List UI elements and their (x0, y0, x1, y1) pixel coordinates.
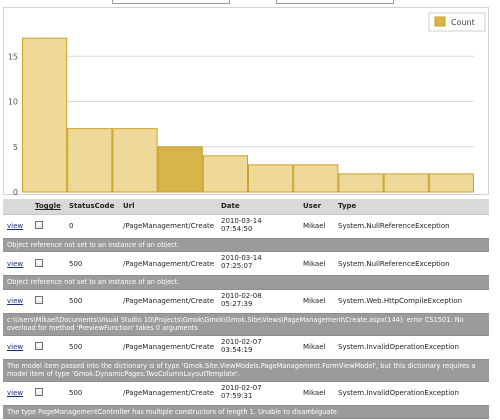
date-cell: 2010-02-08 05:27:39 (217, 289, 299, 314)
header-type[interactable]: Type (334, 199, 489, 215)
table-body: view 0/PageManagement/Create 2010-03-14 07:… (3, 214, 489, 420)
date-cell: 2010-02-07 07:59:31 (217, 381, 299, 406)
y-tick-label: 5 (13, 143, 18, 152)
table-row: view 500/PageManagement/Create 2010-02-07 0… (3, 381, 489, 406)
date-value: 2010-02-08 (221, 291, 262, 300)
user-cell: Mikael (299, 251, 334, 276)
bar (428, 173, 474, 193)
error-message-row: Object reference not set to an instance … (3, 237, 489, 253)
bar (248, 164, 294, 193)
status-code: 500 (65, 381, 119, 406)
date-value: 2010-02-07 (221, 337, 262, 346)
bar (157, 146, 203, 193)
type-cell: System.Web.HttpCompileException (334, 289, 489, 314)
date-value: 2010-03-14 (221, 216, 262, 225)
header-view (3, 199, 31, 215)
time-value: 03:54:19 (221, 345, 253, 354)
date-cell: 2010-02-07 03:54:19 (217, 335, 299, 360)
bar (338, 173, 384, 193)
table-row: view 500/PageManagement/Create 2010-03-14 0… (3, 251, 489, 276)
view-link[interactable]: view (7, 259, 24, 268)
error-log-table: Toggle StatusCode Url Date User Type vie… (3, 199, 489, 420)
y-tick-label: 10 (8, 98, 18, 107)
status-code: 500 (65, 289, 119, 314)
date-value: 2010-03-14 (221, 254, 262, 263)
table-row: view 0/PageManagement/Create 2010-03-14 07:… (3, 214, 489, 238)
error-count-chart: 0 5 10 15 Count (3, 7, 489, 196)
filter-input-1[interactable] (112, 0, 230, 4)
view-link[interactable]: view (7, 343, 24, 352)
status-code: 0 (65, 214, 119, 238)
time-value: 05:27:39 (221, 299, 253, 308)
bar (22, 37, 68, 193)
bar (293, 164, 339, 193)
header-date[interactable]: Date (217, 199, 299, 215)
type-cell: System.NullReferenceException (334, 214, 489, 238)
url-cell: /PageManagement/Create (119, 289, 217, 314)
url-cell: /PageManagement/Create (119, 381, 217, 406)
header-url[interactable]: Url (119, 199, 217, 215)
header-user[interactable]: User (299, 199, 334, 215)
legend-swatch (434, 16, 446, 27)
view-link[interactable]: view (7, 389, 24, 398)
bar (202, 155, 249, 193)
error-message: The model item passed into the dictionar… (3, 358, 489, 382)
error-log-grid: Toggle StatusCode Url Date User Type vie… (3, 199, 489, 420)
url-cell: /PageManagement/Create (119, 335, 217, 360)
url-cell: /PageManagement/Create (119, 214, 217, 238)
time-value: 07:59:31 (221, 391, 253, 400)
toggle-checkbox[interactable] (35, 221, 43, 229)
view-link[interactable]: view (7, 222, 24, 230)
error-message: The type PageManagementController has mu… (3, 404, 489, 420)
status-code: 500 (65, 335, 119, 360)
error-message-row: The model item passed into the dictionar… (3, 358, 489, 382)
chart-svg: 0 5 10 15 Count (8, 12, 486, 196)
y-tick-label: 15 (8, 52, 18, 61)
date-cell: 2010-03-14 07:54:50 (217, 214, 299, 238)
toggle-checkbox[interactable] (35, 388, 43, 397)
user-cell: Mikael (299, 289, 334, 314)
url-cell: /PageManagement/Create (119, 251, 217, 276)
filter-input-2[interactable] (276, 0, 394, 4)
table-row: view 500/PageManagement/Create 2010-02-07 0… (3, 335, 489, 360)
toggle-checkbox[interactable] (35, 258, 43, 267)
header-statuscode[interactable]: StatusCode (65, 199, 119, 215)
header-toggle[interactable]: Toggle (31, 199, 65, 215)
date-value: 2010-02-07 (221, 383, 262, 392)
user-cell: Mikael (299, 335, 334, 360)
time-value: 07:54:50 (221, 224, 253, 233)
type-cell: System.InvalidOperationException (334, 381, 489, 406)
toggle-checkbox[interactable] (35, 296, 43, 305)
error-message-row: The type PageManagementController has mu… (3, 404, 489, 420)
error-message: c:\Users\Mikael\Documents\Visual Studio … (3, 312, 489, 336)
table-header-row: Toggle StatusCode Url Date User Type (3, 199, 489, 215)
bar (383, 173, 429, 193)
view-link[interactable]: view (7, 297, 24, 306)
table-row: view 500/PageManagement/Create 2010-02-08 0… (3, 289, 489, 314)
type-cell: System.InvalidOperationException (334, 335, 489, 360)
bar (67, 128, 113, 193)
error-message: Object reference not set to an instance … (3, 237, 489, 253)
type-cell: System.NullReferenceException (334, 251, 489, 276)
bar (112, 128, 158, 193)
user-cell: Mikael (299, 214, 334, 238)
legend-label: Count (451, 18, 475, 27)
top-filter-bar (0, 0, 500, 6)
status-code: 500 (65, 251, 119, 276)
user-cell: Mikael (299, 381, 334, 406)
date-cell: 2010-03-14 07:25:07 (217, 251, 299, 276)
error-message-row: Object reference not set to an instance … (3, 275, 489, 290)
y-tick-label: 0 (13, 188, 18, 196)
error-message-row: c:\Users\Mikael\Documents\Visual Studio … (3, 312, 489, 336)
toggle-checkbox[interactable] (35, 342, 43, 351)
time-value: 07:25:07 (221, 262, 253, 271)
error-message: Object reference not set to an instance … (3, 275, 489, 290)
